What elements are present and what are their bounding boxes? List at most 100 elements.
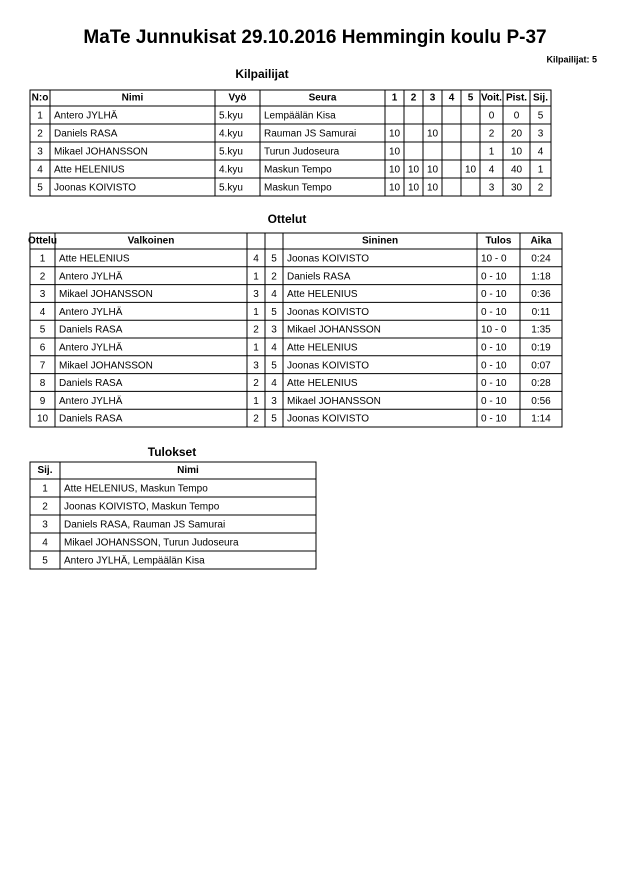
cell: Maskun Tempo [264, 183, 332, 194]
column-header: 5 [468, 93, 474, 104]
cell: 1 [253, 396, 259, 407]
cell: Rauman JS Samurai [264, 129, 356, 140]
cell: 3 [253, 289, 259, 300]
cell: 1:18 [531, 271, 551, 282]
cell: 5 [271, 360, 277, 371]
cell: 10 [408, 165, 420, 176]
cell: 10 [389, 183, 401, 194]
cell: 4 [40, 307, 46, 318]
cell: Daniels RASA [59, 378, 123, 389]
cell: 2 [37, 129, 43, 140]
cell: 5 [271, 307, 277, 318]
column-header: Sij. [533, 93, 548, 104]
cell: 3 [538, 129, 544, 140]
cell: 1 [40, 254, 46, 265]
cell: 1 [253, 307, 259, 318]
cell: 2 [42, 502, 48, 513]
cell: Mikael JOHANSSON [59, 360, 153, 371]
cell: Atte HELENIUS [287, 289, 358, 300]
title: MaTe Junnukisat 29.10.2016 Hemmingin kou… [83, 27, 546, 48]
cell: 2 [271, 271, 277, 282]
cell: 2 [253, 414, 259, 425]
section-title: Ottelut [268, 212, 307, 226]
cell: 0:28 [531, 378, 551, 389]
cell: 4 [271, 343, 277, 354]
cell: 0 - 10 [481, 396, 507, 407]
column-header: Seura [309, 93, 337, 104]
section-title: Tulokset [148, 445, 196, 459]
cell: Daniels RASA [59, 414, 123, 425]
column-header: Tulos [486, 236, 512, 247]
cell: Mikael JOHANSSON [287, 325, 381, 336]
cell: 0:19 [531, 343, 551, 354]
column-header: 2 [411, 93, 417, 104]
cell: 1:14 [531, 414, 551, 425]
cell: 1:35 [531, 325, 551, 336]
cell: 2 [489, 129, 495, 140]
cell: Joonas KOIVISTO [287, 414, 369, 425]
cell: 10 [389, 129, 401, 140]
cell: 4 [271, 289, 277, 300]
cell: 30 [511, 183, 523, 194]
cell: Joonas KOIVISTO, Maskun Tempo [64, 502, 220, 513]
cell: 5 [40, 325, 46, 336]
cell: Daniels RASA, Rauman JS Samurai [64, 520, 225, 531]
cell: 0:56 [531, 396, 551, 407]
cell: 10 - 0 [481, 325, 507, 336]
cell: 5.kyu [219, 147, 243, 158]
column-header: Vyö [229, 93, 247, 104]
cell: 4 [253, 254, 259, 265]
cell: 0 - 10 [481, 307, 507, 318]
cell: 10 [427, 129, 439, 140]
cell: 0 [514, 111, 520, 122]
cell: 1 [253, 271, 259, 282]
cell: 3 [271, 396, 277, 407]
cell: 10 - 0 [481, 254, 507, 265]
cell: 0 - 10 [481, 414, 507, 425]
cell: Daniels RASA [59, 325, 123, 336]
cell: 2 [253, 378, 259, 389]
cell: Joonas KOIVISTO [287, 307, 369, 318]
cell: 5 [42, 556, 48, 567]
cell: 3 [489, 183, 495, 194]
cell: 1 [253, 343, 259, 354]
cell: Mikael JOHANSSON, Turun Judoseura [64, 538, 239, 549]
cell: 10 [37, 414, 49, 425]
column-header: 4 [449, 93, 455, 104]
cell: 2 [538, 183, 544, 194]
cell: 3 [271, 325, 277, 336]
cell: 0 - 10 [481, 360, 507, 371]
cell: Mikael JOHANSSON [54, 147, 148, 158]
cell: Antero JYLHÄ, Lempäälän Kisa [64, 555, 205, 567]
cell: 4 [271, 378, 277, 389]
cell: 0:36 [531, 289, 551, 300]
cell: 4.kyu [219, 165, 243, 176]
cell: 10 [511, 147, 523, 158]
cell: 1 [42, 484, 48, 495]
cell: 4 [489, 165, 495, 176]
cell: 2 [253, 325, 259, 336]
cell: 3 [37, 147, 43, 158]
column-header: Aika [530, 236, 552, 247]
column-header: 1 [392, 93, 398, 104]
column-header: N:o [32, 93, 49, 104]
cell: 1 [538, 165, 544, 176]
cell: Joonas KOIVISTO [287, 360, 369, 371]
column-header: Nimi [122, 93, 144, 104]
cell: Antero JYLHÄ [59, 270, 123, 282]
cell: Antero JYLHÄ [59, 342, 123, 354]
cell: 0 - 10 [481, 271, 507, 282]
column-header: Sij. [37, 465, 52, 476]
competitor-count: Kilpailijat: 5 [546, 54, 597, 64]
cell: 7 [40, 360, 46, 371]
cell: 10 [389, 147, 401, 158]
cell: 2 [40, 271, 46, 282]
cell: 3 [40, 289, 46, 300]
cell: 5 [538, 111, 544, 122]
cell: 9 [40, 396, 46, 407]
column-header: Sininen [362, 236, 398, 247]
cell: 5.kyu [219, 111, 243, 122]
cell: Atte HELENIUS, Maskun Tempo [64, 484, 208, 495]
cell: 5.kyu [219, 183, 243, 194]
